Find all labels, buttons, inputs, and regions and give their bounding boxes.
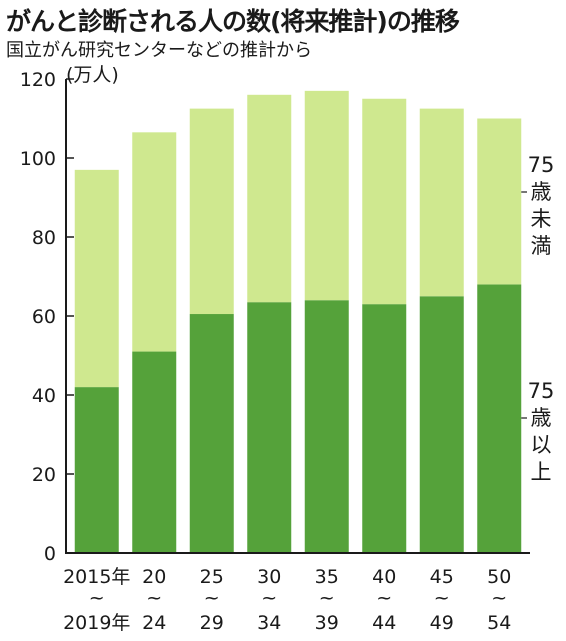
x-tick-label-start: 45 — [430, 566, 454, 588]
y-tick-label: 60 — [32, 306, 56, 328]
x-tick-label-tilde: ~ — [146, 587, 162, 609]
bar-segment-75-and-over — [419, 296, 464, 553]
x-tick-label-start: 2015年 — [63, 566, 130, 588]
y-axis: 0 20 40 60 80 100 120 — [20, 69, 74, 565]
bar-segment-75-and-over — [477, 284, 522, 553]
y-tick-label: 20 — [32, 464, 56, 486]
bars — [74, 90, 522, 553]
x-tick-label-tilde: ~ — [434, 587, 450, 609]
y-tick-label: 100 — [20, 148, 56, 170]
legend-label-under-75: 未 — [531, 207, 552, 231]
legend-label-under-75: 歳 — [531, 180, 552, 204]
legend-label-75-and-over: 75 — [528, 379, 555, 403]
x-tick-label-tilde: ~ — [319, 587, 335, 609]
x-tick-label-start: 30 — [257, 566, 281, 588]
y-tick-label: 80 — [32, 227, 56, 249]
x-tick-label-end: 39 — [315, 612, 339, 634]
x-tick-label-start: 50 — [487, 566, 511, 588]
x-tick-label-end: 44 — [372, 612, 396, 634]
x-tick-label-end: 29 — [200, 612, 224, 634]
x-axis: 2015年~2019年20~2425~2930~3435~3940~4445~4… — [63, 552, 530, 634]
x-tick-label-end: 24 — [142, 612, 166, 634]
bar-segment-75-and-over — [247, 302, 292, 553]
x-tick-label-tilde: ~ — [204, 587, 220, 609]
x-tick-label-start: 20 — [142, 566, 166, 588]
bar-segment-under-75 — [477, 118, 522, 285]
bar-segment-under-75 — [247, 94, 292, 303]
bar-segment-75-and-over — [74, 387, 119, 553]
x-tick-label-tilde: ~ — [376, 587, 392, 609]
legend-label-75-and-over: 上 — [531, 460, 552, 484]
x-tick-label-tilde: ~ — [261, 587, 277, 609]
bar-segment-under-75 — [189, 108, 234, 315]
x-tick-label-tilde: ~ — [89, 587, 105, 609]
x-tick-label-end: 34 — [257, 612, 281, 634]
bar-segment-75-and-over — [362, 304, 407, 553]
x-tick-label-start: 40 — [372, 566, 396, 588]
chart-subtitle: 国立がん研究センターなどの推計から — [6, 40, 312, 61]
x-tick-label-start: 25 — [200, 566, 224, 588]
legend-label-75-and-over: 以 — [531, 433, 552, 457]
legend-label-under-75: 75 — [528, 153, 555, 177]
bar-segment-75-and-over — [189, 314, 234, 553]
y-unit-label: (万人) — [66, 64, 119, 86]
bar-segment-under-75 — [362, 98, 407, 305]
x-tick-label-tilde: ~ — [491, 587, 507, 609]
legend-label-under-75: 満 — [531, 234, 552, 258]
y-tick-label: 120 — [20, 69, 56, 91]
bar-segment-under-75 — [132, 132, 177, 352]
legend-label-75-and-over: 歳 — [531, 406, 552, 430]
x-tick-label-end: 49 — [430, 612, 454, 634]
bar-segment-75-and-over — [304, 300, 349, 553]
chart-title: がんと診断される人の数(将来推計)の推移 — [6, 7, 460, 36]
bar-segment-under-75 — [419, 108, 464, 297]
x-tick-label-end: 2019年 — [63, 612, 130, 634]
bar-segment-under-75 — [74, 169, 119, 388]
y-tick-label: 40 — [32, 385, 56, 407]
bar-segment-75-and-over — [132, 351, 177, 553]
y-tick-label: 0 — [44, 543, 56, 565]
x-tick-label-start: 35 — [315, 566, 339, 588]
x-tick-label-end: 54 — [487, 612, 511, 634]
bar-segment-under-75 — [304, 90, 349, 301]
